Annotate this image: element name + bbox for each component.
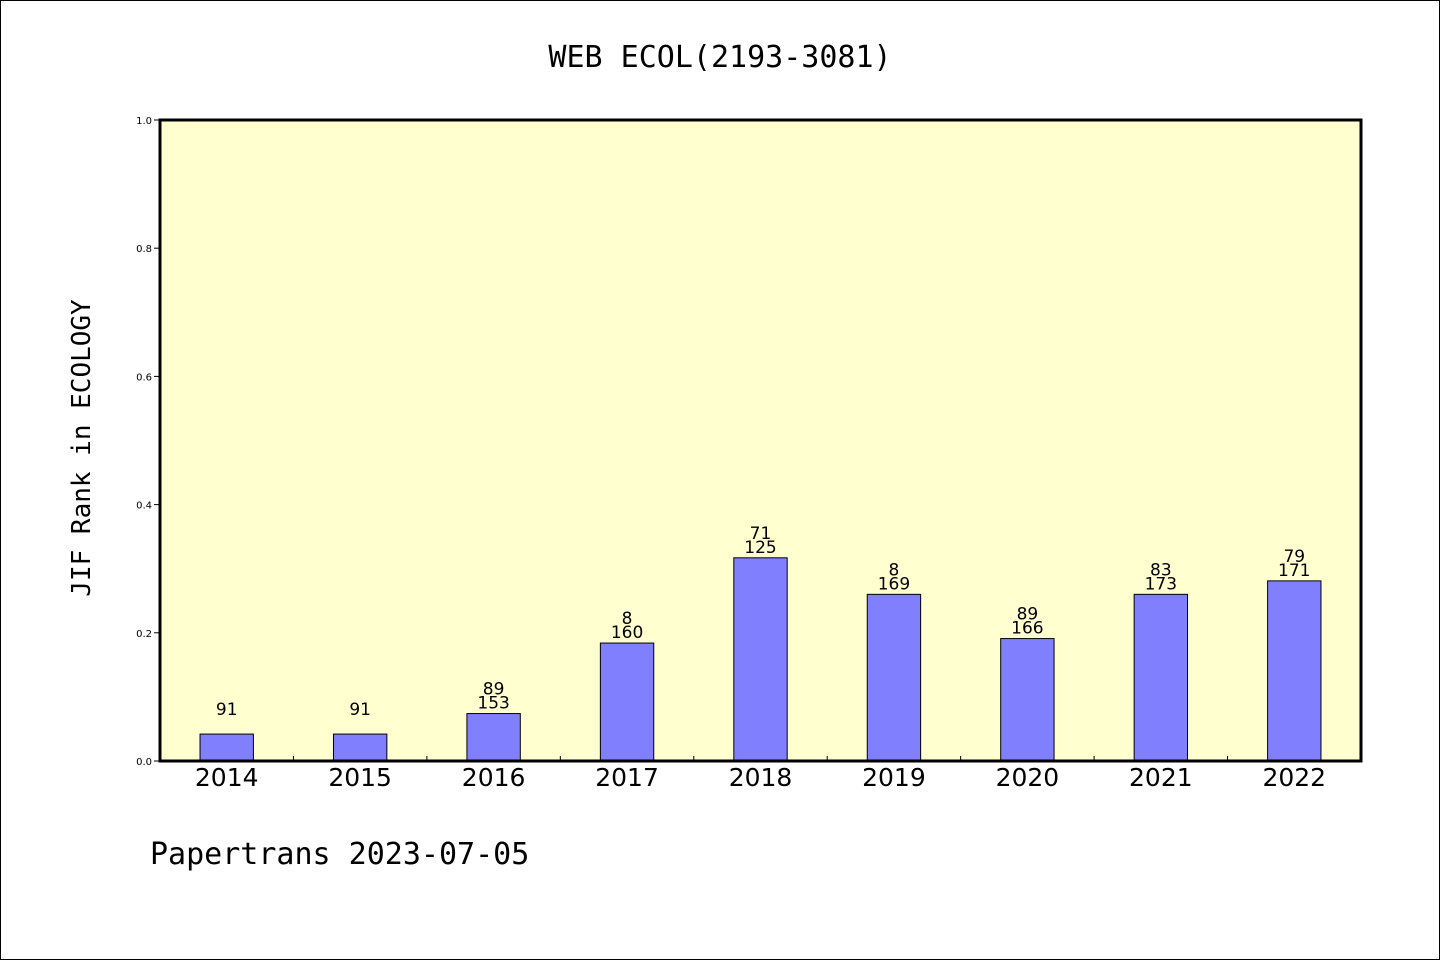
bar-label-top: 71 (750, 524, 772, 544)
bar-label-top: 89 (1017, 605, 1039, 625)
bar-2018 (733, 557, 788, 762)
bar-2020 (1000, 638, 1055, 762)
bar-label-bottom: 173 (1145, 574, 1177, 594)
bar-2021 (1133, 593, 1189, 762)
bar-2017 (599, 642, 655, 762)
bar-2015 (332, 733, 388, 762)
bar-label-bottom: 153 (477, 694, 509, 714)
x-tick-label: 2015 (328, 763, 392, 792)
x-tick-label: 2016 (462, 763, 526, 792)
x-tick-label: 2019 (862, 763, 926, 792)
bar-label-top: 8 (622, 609, 633, 629)
x-axis: 2014 2015 2016 2017 2018 2019 2020 2021 2022 (195, 756, 1326, 792)
y-tick-label: 0.4 (136, 501, 152, 512)
plot-border (158, 118, 1363, 763)
bar-label-bottom: 160 (611, 623, 643, 643)
bar-label-bottom: 91 (349, 700, 371, 720)
x-tick-label: 2020 (996, 763, 1060, 792)
bar-label-top: 83 (1150, 560, 1172, 580)
y-tick-label: 1.0 (136, 116, 152, 127)
y-tick-label: 0.2 (136, 629, 152, 640)
x-tick-label: 2022 (1262, 763, 1326, 792)
bar-label-top: 89 (483, 680, 505, 700)
bar-label-bottom: 125 (744, 538, 776, 558)
bar-label-bottom: 169 (878, 574, 910, 594)
y-tick-label: 0.6 (136, 372, 152, 383)
bar-label-bottom: 171 (1278, 561, 1310, 581)
y-axis-label: JIF Rank in ECOLOGY (67, 299, 97, 597)
y-tick-label: 0.0 (136, 757, 152, 768)
bar-2014 (199, 733, 254, 762)
bar-2019 (866, 593, 922, 762)
x-tick-label: 2021 (1129, 763, 1193, 792)
bar-label-top: 79 (1283, 547, 1305, 567)
x-tick-label: 2014 (195, 763, 259, 792)
bar-2016 (466, 713, 521, 762)
x-tick-label: 2017 (595, 763, 659, 792)
y-tick-label: 0.8 (136, 244, 152, 255)
bar-label-bottom: 91 (216, 700, 238, 720)
x-tick-label: 2018 (729, 763, 793, 792)
bar-label-bottom: 166 (1011, 619, 1043, 639)
y-axis: 0.0 0.2 0.4 0.6 0.8 1.0 (136, 116, 160, 768)
bar-series (199, 557, 1322, 762)
chart-title: WEB ECOL(2193-3081) (548, 40, 891, 75)
footer-credit: Papertrans 2023-07-05 (150, 837, 529, 872)
bar-label-top: 8 (889, 560, 900, 580)
bar-2022 (1267, 580, 1322, 762)
